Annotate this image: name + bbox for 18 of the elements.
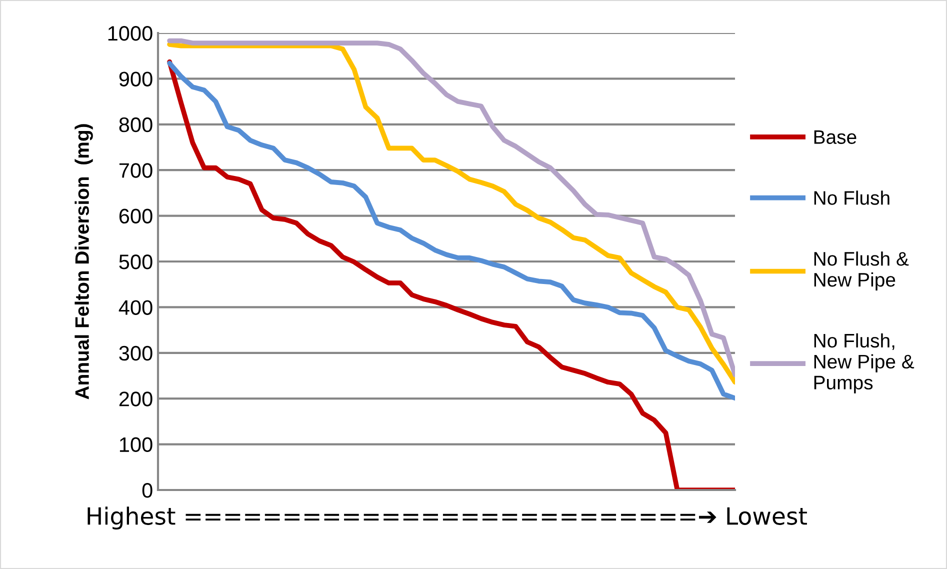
y-tick-label: 300 (119, 346, 152, 361)
y-tick-label: 500 (119, 254, 152, 270)
y-tick-label: 400 (118, 300, 152, 315)
y-tick-label: 100 (120, 437, 152, 452)
y-tick-label: 900 (119, 72, 152, 86)
y-tick-label: 800 (119, 117, 152, 132)
y-axis-title: Annual Felton Diversion (mg) (74, 124, 93, 400)
y-tick-label: 200 (119, 392, 152, 406)
y-tick-label: 0 (142, 483, 152, 498)
y-tick-label: 1000 (108, 26, 152, 41)
y-tick-label: 700 (119, 163, 152, 178)
y-tick-label: 600 (119, 208, 152, 224)
legend-label: No Flush (814, 190, 890, 205)
legend-label: No Flush & New Pipe (814, 251, 909, 291)
x-axis-title: Highest ==========================➔ Lowest (88, 506, 807, 530)
legend-label: No Flush, New Pipe & Pumps (814, 333, 914, 394)
legend-label: Base (814, 130, 856, 144)
line-series (167, 59, 735, 490)
